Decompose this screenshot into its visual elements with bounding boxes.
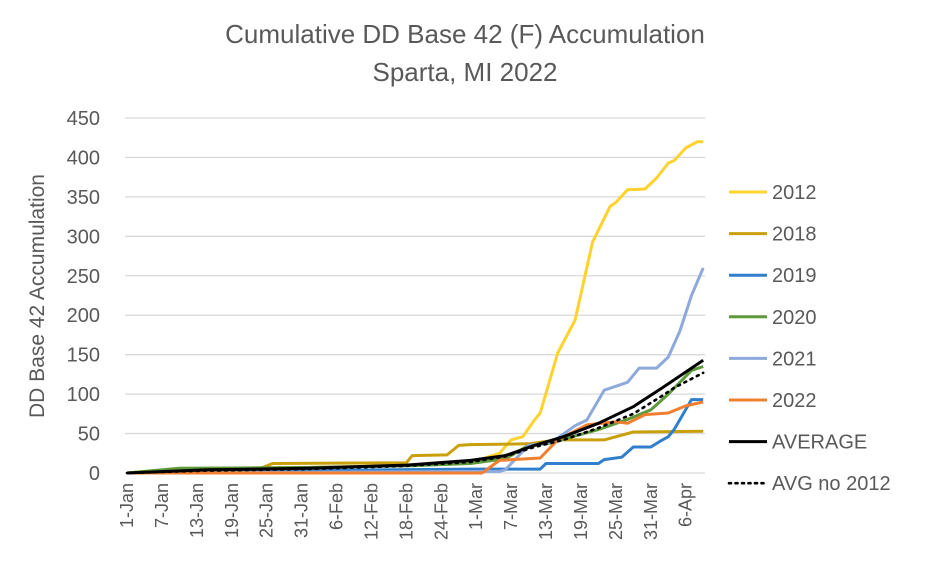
series-line-average [126,358,705,475]
x-tick-label: 13-Jan [187,483,207,538]
series-line-avg-no-2012 [125,371,705,475]
x-tick-label: 31-Jan [292,483,312,538]
y-tick-label: 100 [67,384,100,406]
y-tick-label: 150 [67,345,100,367]
legend-item: AVG no 2012 [727,473,891,495]
legend-label: 2012 [772,182,817,204]
legend-label: 2022 [772,390,817,412]
series-line-2019 [126,398,704,475]
x-tick-label: 7-Jan [152,483,172,528]
x-tick-label: 18-Feb [396,483,416,540]
legend-item: 2012 [729,182,817,204]
legend-label: 2020 [772,307,817,329]
chart-subtitle: Sparta, MI 2022 [373,57,558,87]
legend-item: 2019 [729,265,817,287]
legend-label: AVG no 2012 [772,473,891,495]
x-tick-label: 19-Mar [571,483,591,540]
x-tick-label: 13-Mar [536,483,556,540]
legend-item: 2022 [729,390,817,412]
y-tick-label: 300 [67,226,100,248]
x-tick-label: 6-Apr [676,483,696,527]
y-tick-label: 450 [67,108,100,130]
y-tick-label: 250 [67,266,100,288]
x-tick-label: 19-Jan [222,483,242,538]
legend-label: 2021 [772,348,817,370]
x-tick-label: 24-Feb [431,483,451,540]
legend-item: 2021 [729,348,817,370]
legend-item: 2020 [729,307,817,329]
x-tick-label: 7-Mar [501,483,521,530]
x-tick-label: 12-Feb [361,483,381,540]
x-tick-label: 1-Mar [466,483,486,530]
y-tick-label: 0 [89,463,100,485]
legend-label: 2019 [772,265,817,287]
y-axis-label: DD Base 42 Accumulation [26,174,49,418]
chart-title: Cumulative DD Base 42 (F) Accumulation [225,19,705,49]
legend-label: 2018 [772,224,817,246]
x-tick-label: 25-Jan [257,483,277,538]
x-tick-label: 1-Jan [117,483,137,528]
x-tick-label: 31-Mar [641,483,661,540]
x-tick-label: 6-Feb [327,483,347,530]
y-tick-label: 200 [67,305,100,327]
y-tick-label: 350 [67,187,100,209]
legend-label: AVERAGE [772,432,867,454]
legend-item: 2018 [729,224,817,246]
legend-item: AVERAGE [729,432,867,454]
x-tick-label: 25-Mar [606,483,626,540]
series-line-2021 [126,267,705,475]
y-tick-label: 50 [78,424,100,446]
y-tick-label: 400 [67,147,100,169]
